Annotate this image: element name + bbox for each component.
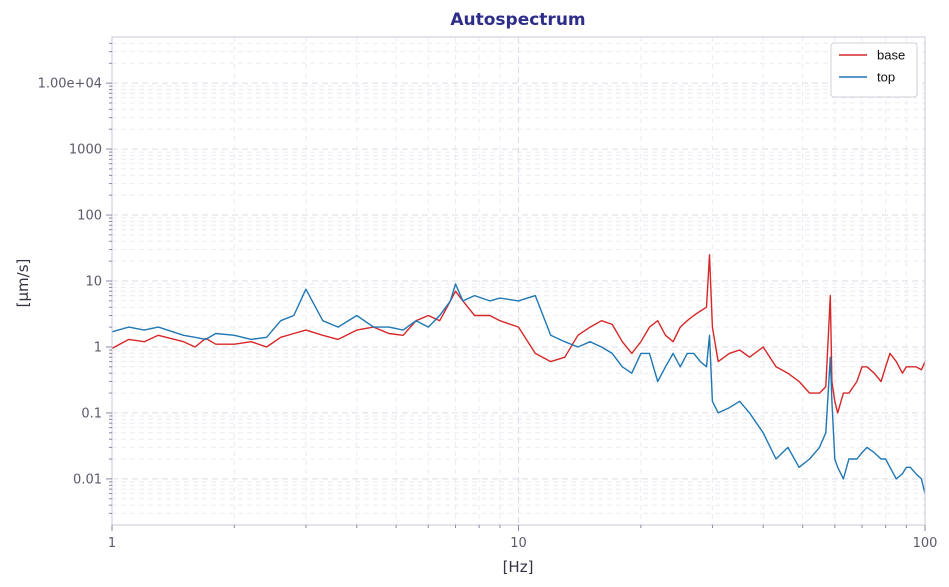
x-tick-label: 1 — [108, 536, 116, 551]
y-axis-label: [µm/s] — [14, 259, 32, 308]
legend-box — [830, 42, 918, 98]
y-tick-label: 1.00e+04 — [38, 77, 102, 92]
x-axis-label: [Hz] — [503, 558, 534, 576]
x-axis-ticks: 1 10 100 — [108, 525, 938, 551]
y-tick-label: 1000 — [69, 143, 102, 158]
legend-label-base: base — [877, 48, 905, 63]
series-line-base — [111, 254, 926, 414]
x-tick-label: 10 — [510, 536, 527, 551]
legend: base top — [830, 42, 918, 98]
y-tick-label: 10 — [85, 275, 102, 290]
legend-label-top: top — [877, 70, 895, 85]
chart-title: Autospectrum — [450, 10, 585, 30]
y-axis-ticks: 0.01 0.1 1 10 100 1000 1.00e+04 — [38, 42, 112, 514]
series-line-top — [111, 283, 926, 494]
y-tick-label: 0.01 — [73, 472, 102, 487]
y-tick-label: 1 — [94, 340, 102, 355]
y-tick-label: 100 — [77, 209, 102, 224]
y-tick-label: 0.1 — [81, 406, 102, 421]
x-tick-label: 100 — [913, 536, 938, 551]
series-layer — [111, 254, 926, 494]
